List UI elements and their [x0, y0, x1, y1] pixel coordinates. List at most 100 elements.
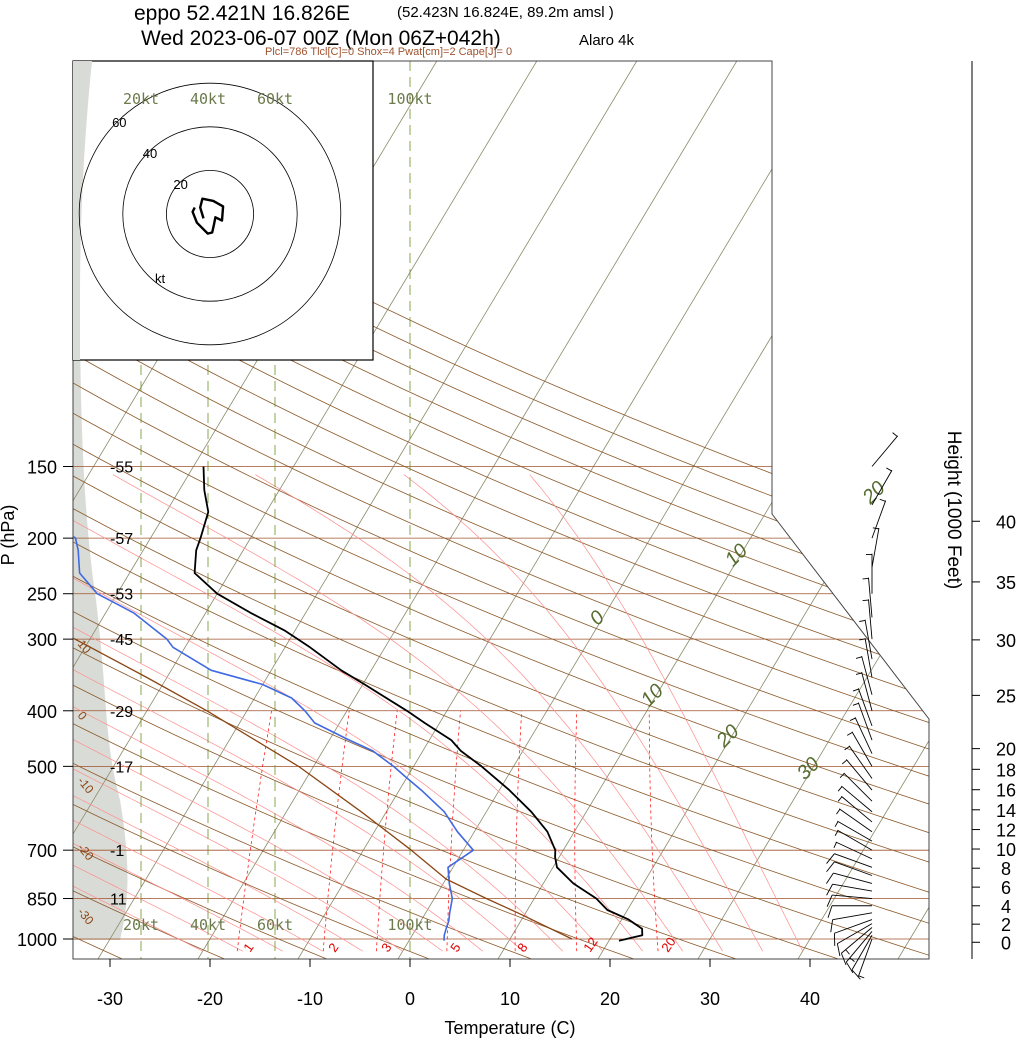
dry-adiabat-line	[73, 68, 929, 959]
wind-barb	[841, 759, 873, 791]
standard-temp-label: -17	[110, 759, 133, 776]
wind-barb	[851, 935, 873, 980]
speed-ref-label-bottom: 40kt	[190, 916, 226, 934]
isotherm-label: 10	[721, 540, 752, 571]
mixing-ratio-line	[574, 710, 578, 952]
speed-ref-label-bottom: 60kt	[257, 916, 293, 934]
wind-barb	[833, 919, 873, 946]
wind-barb	[859, 638, 873, 678]
wind-barb-half-feather	[855, 672, 862, 675]
wind-barb-half-feather	[836, 808, 841, 815]
moist-adiabat-line	[73, 474, 203, 952]
hodograph-shade	[73, 61, 92, 360]
wind-barb-staff	[837, 923, 873, 944]
wind-barb-staff	[834, 919, 873, 934]
hodograph-unit-label: kt	[155, 271, 166, 286]
wind-barb-half-feather	[852, 702, 859, 706]
pressure-tick-label: 700	[27, 841, 57, 861]
wind-barb-staff	[837, 829, 873, 851]
wind-barb-staff	[861, 655, 873, 695]
isotherm-label: 10	[637, 680, 668, 711]
temperature-profile	[193, 466, 644, 942]
mixing-ratio-label: 2	[325, 940, 341, 955]
wind-barb	[844, 745, 873, 779]
wind-barb-staff	[832, 883, 873, 892]
wind-barb-half-feather	[839, 773, 845, 779]
dry-adiabat-line	[73, 68, 929, 959]
x-tick-label: -10	[297, 989, 323, 1009]
wind-barb-staff	[834, 861, 873, 876]
wind-barb-half-feather	[834, 821, 839, 827]
wind-barb-half-feather	[834, 830, 839, 836]
hodograph-ring-label: 60	[112, 115, 126, 130]
wind-barb	[837, 785, 873, 813]
isotherm-line	[697, 61, 929, 959]
isotherm-line	[197, 61, 738, 959]
height-tick-label: 14	[996, 801, 1016, 821]
mixing-ratio-line	[322, 710, 350, 952]
height-tick-label: 18	[996, 760, 1016, 780]
pressure-tick-label: 500	[27, 757, 57, 777]
wind-barb	[859, 619, 873, 660]
indices-line: Plcl=786 Tlcl[C]=0 Shox=4 Pwat[cm]=2 Cap…	[265, 46, 512, 58]
dry-adiabat-line	[73, 68, 929, 959]
wind-barb	[839, 772, 873, 802]
wind-barb	[840, 927, 873, 966]
wind-barb-staff	[832, 894, 873, 899]
wind-barb-staff	[845, 931, 873, 963]
x-tick-label: 10	[500, 989, 520, 1009]
wind-barb-half-feather	[886, 467, 892, 472]
x-tick-label: 20	[600, 989, 620, 1009]
x-tick-label: 0	[405, 989, 415, 1009]
moist-adiabat-line	[73, 474, 603, 952]
mixing-ratio-line	[236, 710, 272, 952]
moist-adiabat-line	[73, 474, 363, 952]
wind-barb-staff	[838, 808, 873, 833]
wind-barb-staff	[871, 500, 887, 539]
wind-barb	[845, 931, 873, 974]
speed-ref-label-top: 100kt	[387, 90, 432, 108]
wind-barbs	[826, 432, 899, 980]
shaded-region	[73, 61, 128, 940]
wind-barb	[855, 672, 873, 711]
wind-barb-staff	[845, 759, 873, 791]
wind-barb	[826, 861, 873, 876]
dry-adiabat-line	[73, 68, 929, 959]
standard-temp-label: -29	[110, 704, 133, 721]
wind-barb-feather	[826, 872, 834, 884]
mixing-ratio-line	[446, 710, 461, 952]
station-title: eppo 52.421N 16.826E	[134, 2, 350, 25]
x-tick-label: 40	[800, 989, 820, 1009]
wind-barb-staff	[871, 435, 899, 467]
hodograph-ring	[165, 169, 254, 258]
wind-barb-staff	[871, 470, 893, 506]
wind-barb-half-feather	[879, 498, 886, 502]
dewpoint-profile	[73, 465, 475, 941]
wind-barb	[849, 717, 873, 754]
model-name: Alaro 4k	[579, 32, 635, 49]
shaded-area	[73, 61, 128, 940]
hodograph-ring	[122, 126, 298, 302]
height-tick-label: 4	[1001, 897, 1011, 917]
mixing-ratio-label: 20	[658, 934, 679, 954]
wind-barb-half-feather	[852, 688, 859, 692]
moist-adiabat-line	[73, 474, 243, 952]
pressure-tick-label: 1000	[17, 930, 57, 950]
moist-adiabat-line	[73, 474, 403, 952]
standard-temp-label: -55	[110, 459, 133, 476]
wind-barb	[852, 702, 873, 741]
mixing-ratio-line	[514, 710, 523, 952]
wind-barb-half-feather	[845, 949, 850, 955]
mixing-ratio-line	[376, 710, 398, 952]
wind-barb-feather	[826, 883, 834, 896]
wind-barb	[871, 467, 893, 506]
moist-adiabat-line	[73, 474, 323, 952]
standard-temp-label: -1	[110, 843, 124, 860]
isotherm-line	[797, 61, 929, 959]
isotherm-line	[97, 61, 638, 959]
height-tick-label: 16	[996, 781, 1016, 801]
speed-ref-label-top: 40kt	[190, 90, 226, 108]
height-tick-label: 10	[996, 840, 1016, 860]
